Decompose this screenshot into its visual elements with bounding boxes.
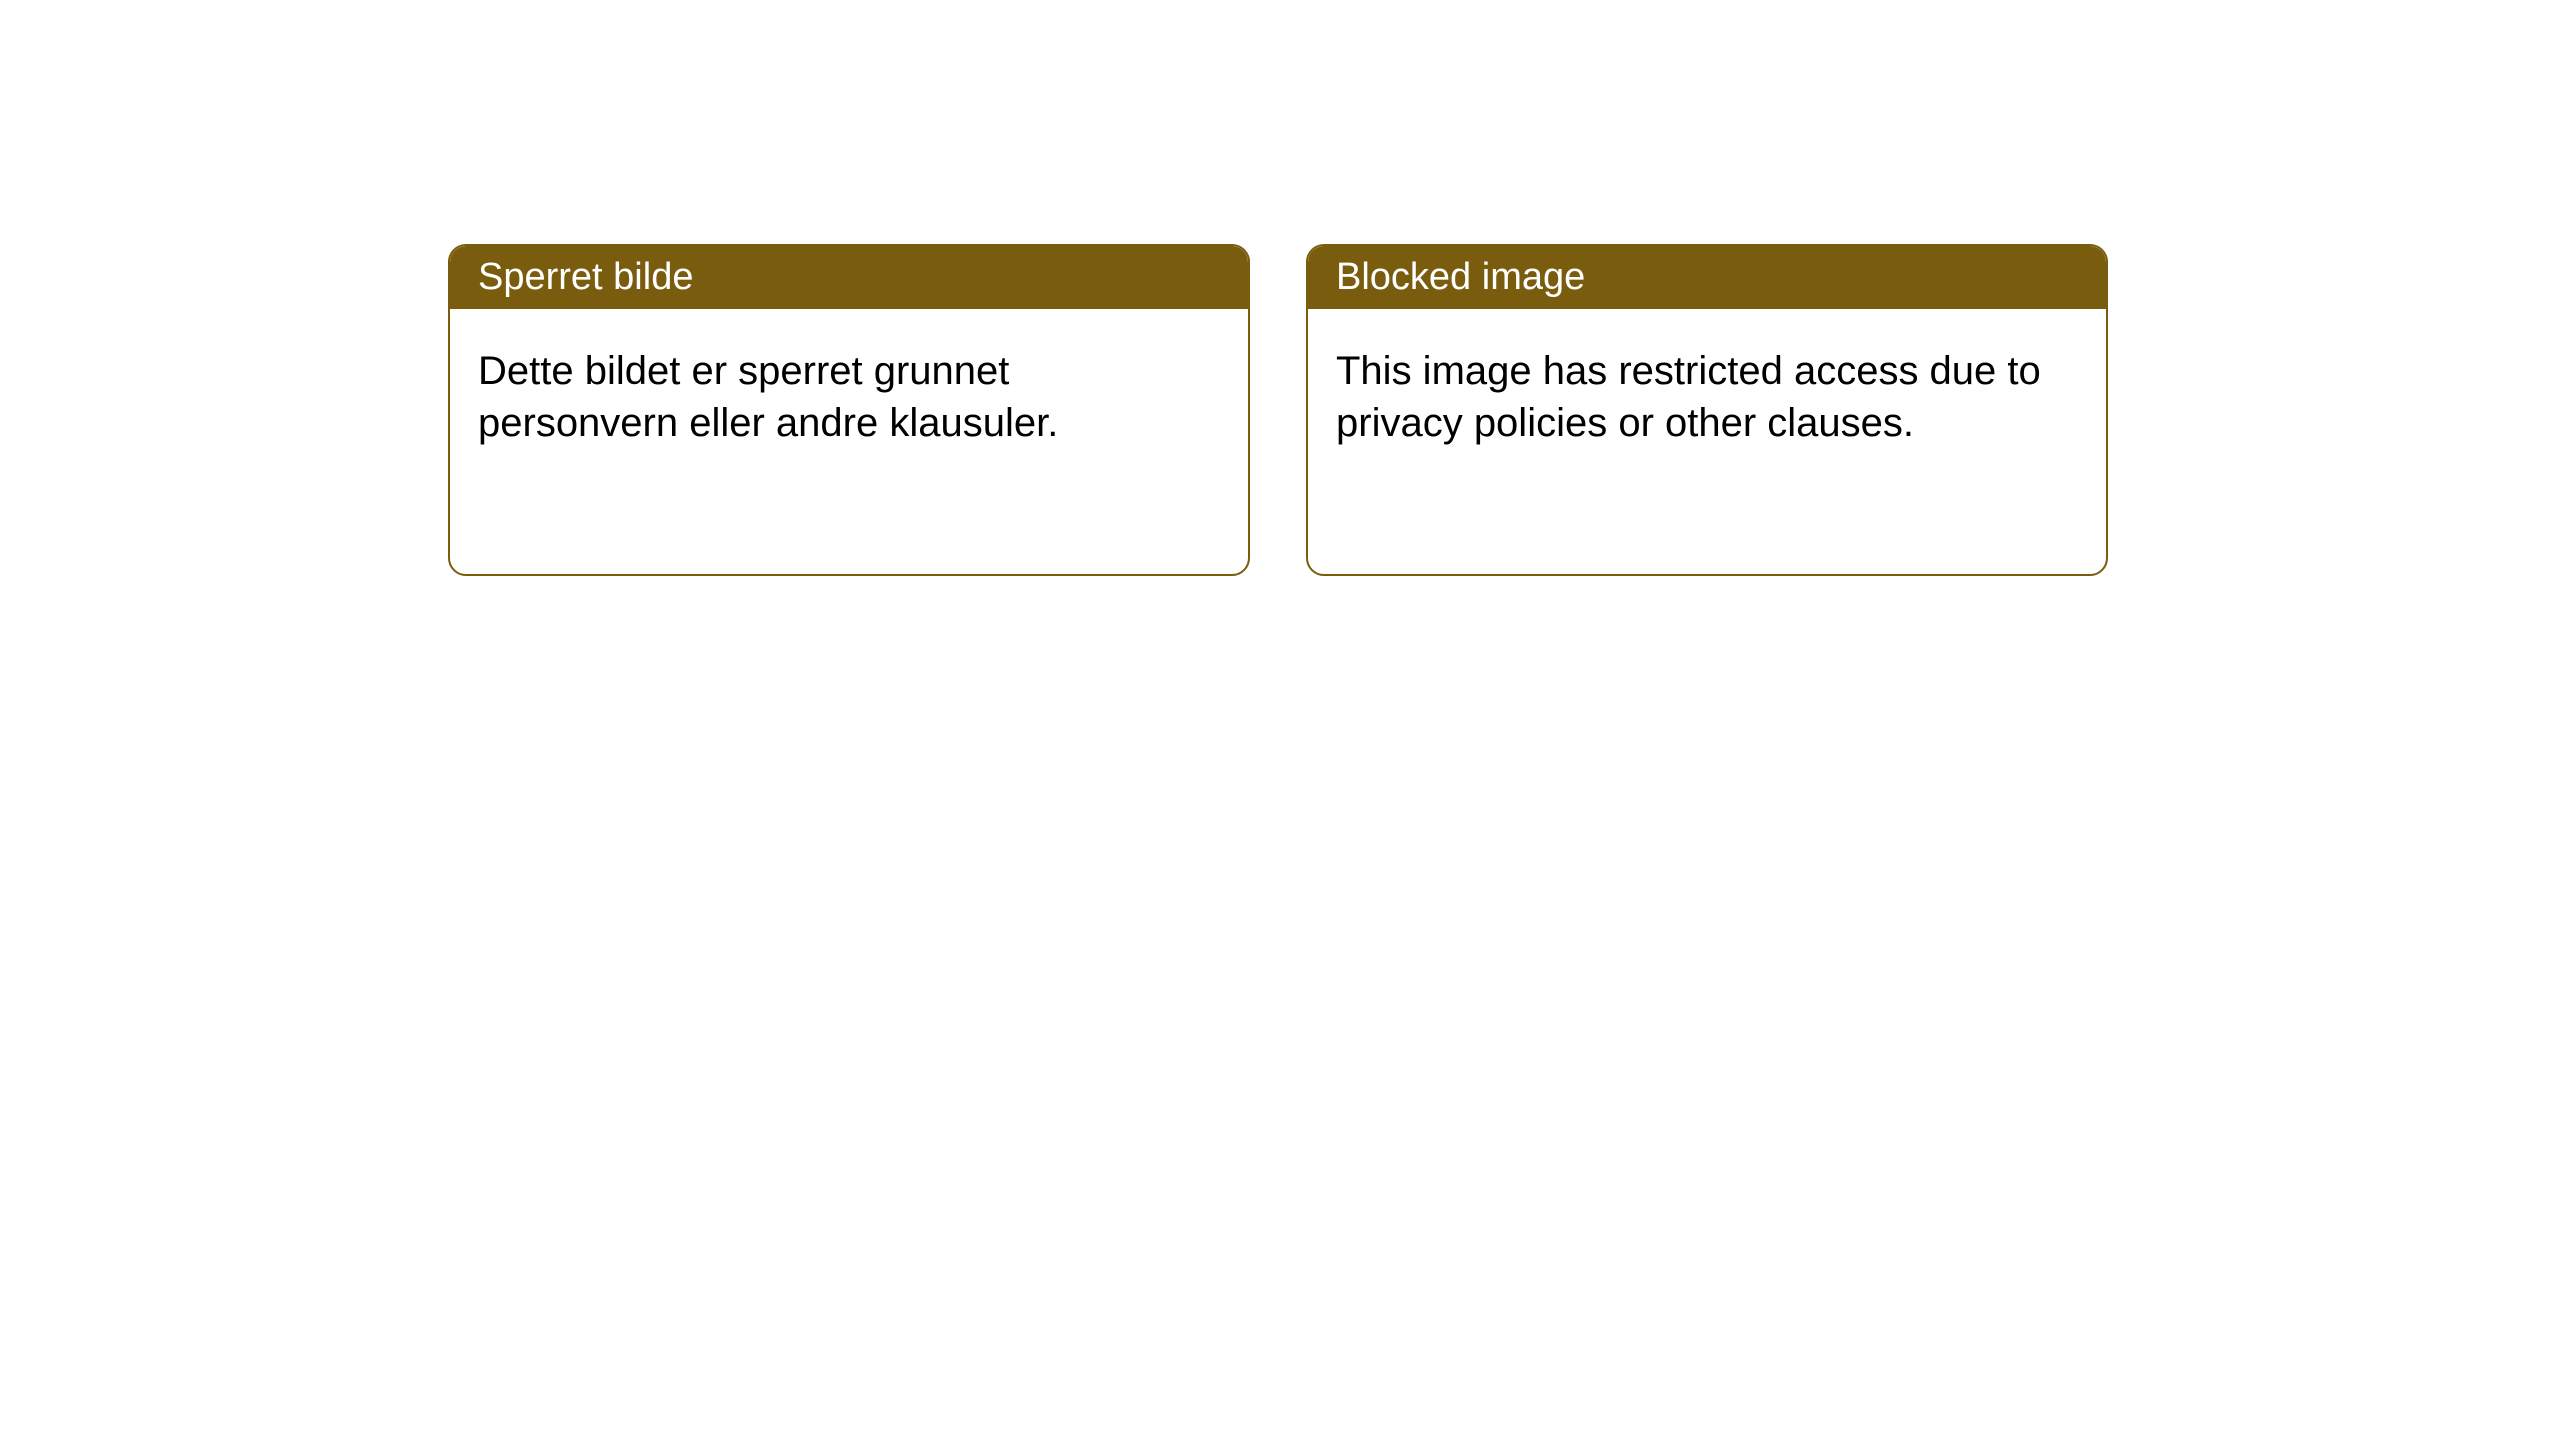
notice-body: Dette bildet er sperret grunnet personve… — [450, 309, 1248, 485]
notice-container: Sperret bilde Dette bildet er sperret gr… — [448, 244, 2108, 576]
notice-box-norwegian: Sperret bilde Dette bildet er sperret gr… — [448, 244, 1250, 576]
notice-title: Sperret bilde — [478, 256, 693, 298]
notice-title: Blocked image — [1336, 256, 1585, 298]
notice-box-english: Blocked image This image has restricted … — [1306, 244, 2108, 576]
notice-header: Blocked image — [1308, 246, 2106, 309]
notice-header: Sperret bilde — [450, 246, 1248, 309]
notice-body: This image has restricted access due to … — [1308, 309, 2106, 485]
notice-body-text: This image has restricted access due to … — [1336, 349, 2041, 445]
notice-body-text: Dette bildet er sperret grunnet personve… — [478, 349, 1058, 445]
